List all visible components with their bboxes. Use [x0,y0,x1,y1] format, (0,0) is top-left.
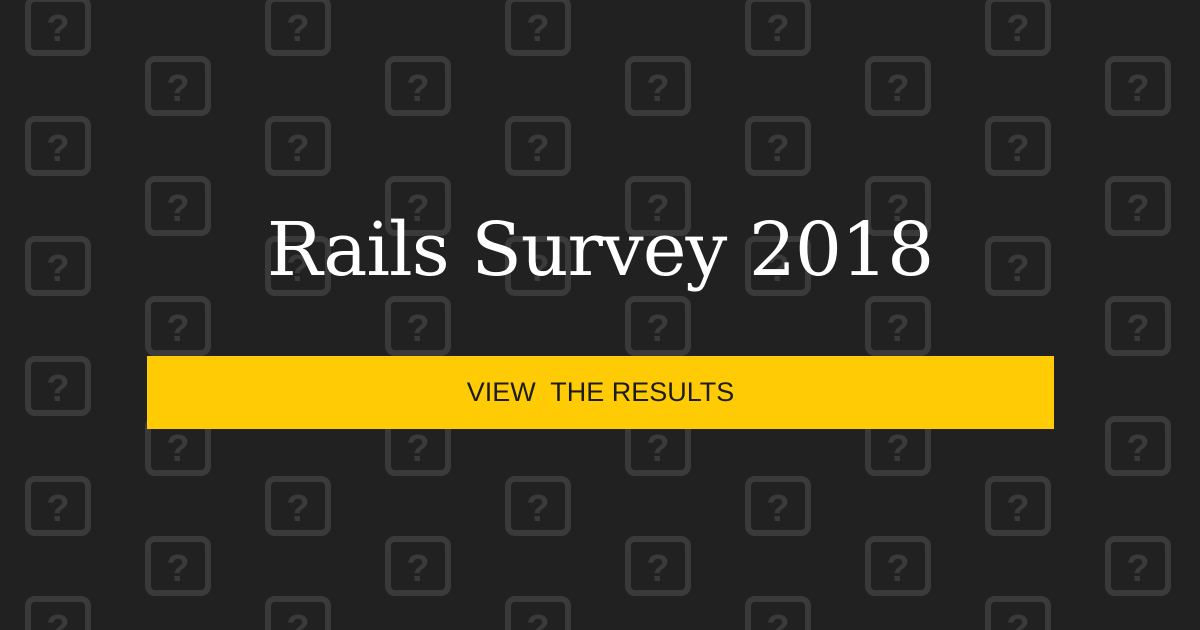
question-mark-box-icon [988,479,1048,533]
question-mark-box-icon [508,0,568,53]
question-mark-box-icon [508,599,568,630]
question-mark-box-icon [148,299,208,353]
question-mark-box-icon [268,0,328,53]
question-mark-box-icon [988,119,1048,173]
question-mark-box-icon [748,599,808,630]
question-mark-box-icon [28,0,88,53]
question-mark-box-icon [868,59,928,113]
question-mark-box-icon [28,359,88,413]
question-mark-box-icon [268,599,328,630]
page-title: Rails Survey 2018 [266,207,934,293]
question-mark-box-icon [268,119,328,173]
question-mark-box-icon [988,599,1048,630]
question-mark-box-icon [148,59,208,113]
question-mark-box-icon [1108,419,1168,473]
view-results-label: VIEW THE RESULTS [466,377,735,407]
question-mark-box-icon [628,539,688,593]
question-mark-box-icon [388,59,448,113]
view-results-button[interactable]: VIEW THE RESULTS [147,356,1054,429]
question-mark-box-icon [28,479,88,533]
question-mark-box-icon [28,599,88,630]
question-mark-box-icon [748,0,808,53]
question-mark-box-icon [28,119,88,173]
question-mark-box-icon [988,0,1048,53]
question-mark-box-icon [868,299,928,353]
question-mark-box-icon [1108,59,1168,113]
question-mark-box-icon [388,299,448,353]
question-mark-box-icon [748,119,808,173]
question-mark-box-icon [628,59,688,113]
question-mark-box-icon [1108,539,1168,593]
question-mark-box-icon [388,539,448,593]
question-mark-box-icon [508,479,568,533]
question-mark-box-icon [748,479,808,533]
question-mark-box-icon [268,479,328,533]
question-mark-box-icon [628,299,688,353]
question-mark-box-icon [148,539,208,593]
question-mark-box-icon [1108,299,1168,353]
question-mark-box-icon [868,539,928,593]
question-mark-box-icon [508,119,568,173]
